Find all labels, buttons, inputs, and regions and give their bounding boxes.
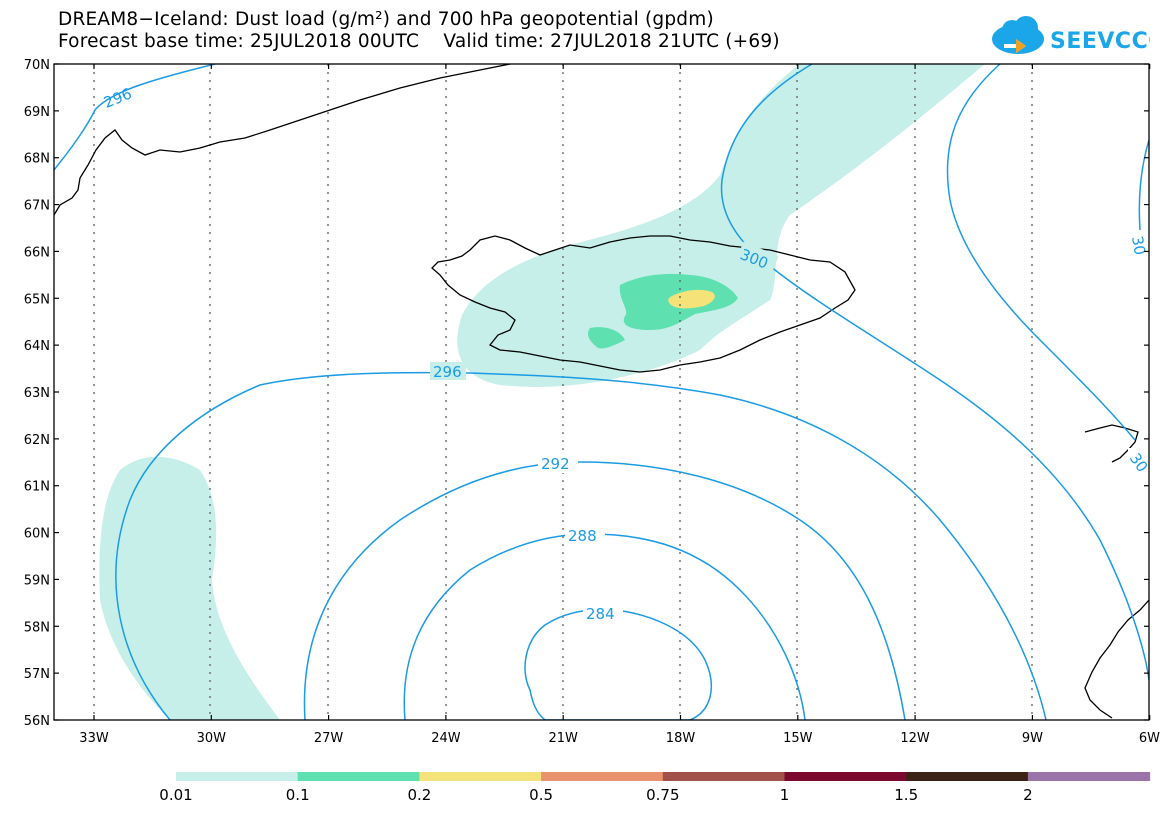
contour-292 xyxy=(303,461,906,720)
lat-label: 56N xyxy=(24,714,50,729)
contour-label: 292 xyxy=(541,455,570,473)
lon-label: 6W xyxy=(1139,731,1160,746)
contour-296 xyxy=(115,371,1047,720)
legend-swatch xyxy=(297,772,420,781)
lat-label: 66N xyxy=(24,245,50,260)
contour-label: 30 xyxy=(1128,235,1149,257)
lon-label: 21W xyxy=(548,731,578,746)
cloud-icon xyxy=(992,16,1044,54)
lat-label: 61N xyxy=(24,480,50,495)
lat-label: 65N xyxy=(24,292,50,307)
contour-296-north xyxy=(54,64,216,171)
contour-300 xyxy=(720,64,1149,681)
contour-300-east-2 xyxy=(1138,139,1149,231)
lat-label: 63N xyxy=(24,386,50,401)
seevccc-logo: SEEVCCC xyxy=(990,14,1164,60)
lat-label: 57N xyxy=(24,667,50,682)
latitude-axis xyxy=(54,63,1149,721)
forecast-time-line: Forecast base time: 25JUL2018 00UTC Vali… xyxy=(58,31,780,52)
legend-label: 1 xyxy=(780,786,790,804)
legend-label: 0.1 xyxy=(286,786,310,804)
legend-label: 0.75 xyxy=(646,786,679,804)
contour-300-east-1 xyxy=(946,64,1136,441)
lat-label: 59N xyxy=(24,573,50,588)
dust-area-0.01-north xyxy=(457,64,985,387)
lat-label: 60N xyxy=(24,527,50,542)
lon-label: 27W xyxy=(314,731,344,746)
lat-label: 64N xyxy=(24,339,50,354)
lat-label: 70N xyxy=(24,58,50,73)
graticule xyxy=(93,64,1033,720)
lat-label: 68N xyxy=(24,152,50,167)
contour-label: 288 xyxy=(568,527,597,545)
legend-swatch xyxy=(419,772,542,781)
legend-label: 0.2 xyxy=(407,786,431,804)
lon-label: 18W xyxy=(666,731,696,746)
lon-label: 15W xyxy=(783,731,813,746)
lat-label: 58N xyxy=(24,620,50,635)
dust-area-0.01-southwest xyxy=(99,456,280,720)
legend-label: 0.5 xyxy=(529,786,553,804)
legend-swatch xyxy=(662,772,785,781)
logo-text: SEEVCCC xyxy=(1050,29,1150,54)
lon-label: 9W xyxy=(1022,731,1043,746)
faroe-coast xyxy=(1084,424,1139,463)
dust-shading xyxy=(99,64,985,720)
lon-label: 12W xyxy=(900,731,930,746)
legend-swatch xyxy=(1027,772,1151,781)
contour-labels: 296 296 300 30 30 292 288 284 xyxy=(101,84,1151,623)
lon-label: 33W xyxy=(79,731,109,746)
iceland-coast xyxy=(431,235,856,373)
map-title: DREAM8−Iceland: Dust load (g/m²) and 700… xyxy=(58,9,714,30)
lat-label: 62N xyxy=(24,433,50,448)
lon-label: 24W xyxy=(431,731,461,746)
lon-label: 30W xyxy=(197,731,227,746)
longitude-axis xyxy=(93,64,1151,720)
greenland-coast xyxy=(54,64,511,216)
legend-swatch xyxy=(906,772,1029,781)
lat-label: 67N xyxy=(24,199,50,214)
lat-label: 69N xyxy=(24,105,50,120)
legend-label: 0.01 xyxy=(159,786,192,804)
contour-label: 284 xyxy=(586,605,615,623)
contour-label: 296 xyxy=(433,363,462,381)
dust-area-0.2 xyxy=(668,289,715,309)
legend-label: 1.5 xyxy=(894,786,918,804)
legend-swatch xyxy=(541,772,664,781)
longitude-labels: 33W 30W 27W 24W 21W 18W 15W 12W 9W 6W xyxy=(79,731,1160,746)
legend-swatch xyxy=(784,772,907,781)
legend-swatch xyxy=(176,772,299,781)
legend-label: 2 xyxy=(1023,786,1033,804)
latitude-labels: 70N 69N 68N 67N 66N 65N 64N 63N 62N 61N 60N 59N 58N 5… xyxy=(24,58,50,729)
